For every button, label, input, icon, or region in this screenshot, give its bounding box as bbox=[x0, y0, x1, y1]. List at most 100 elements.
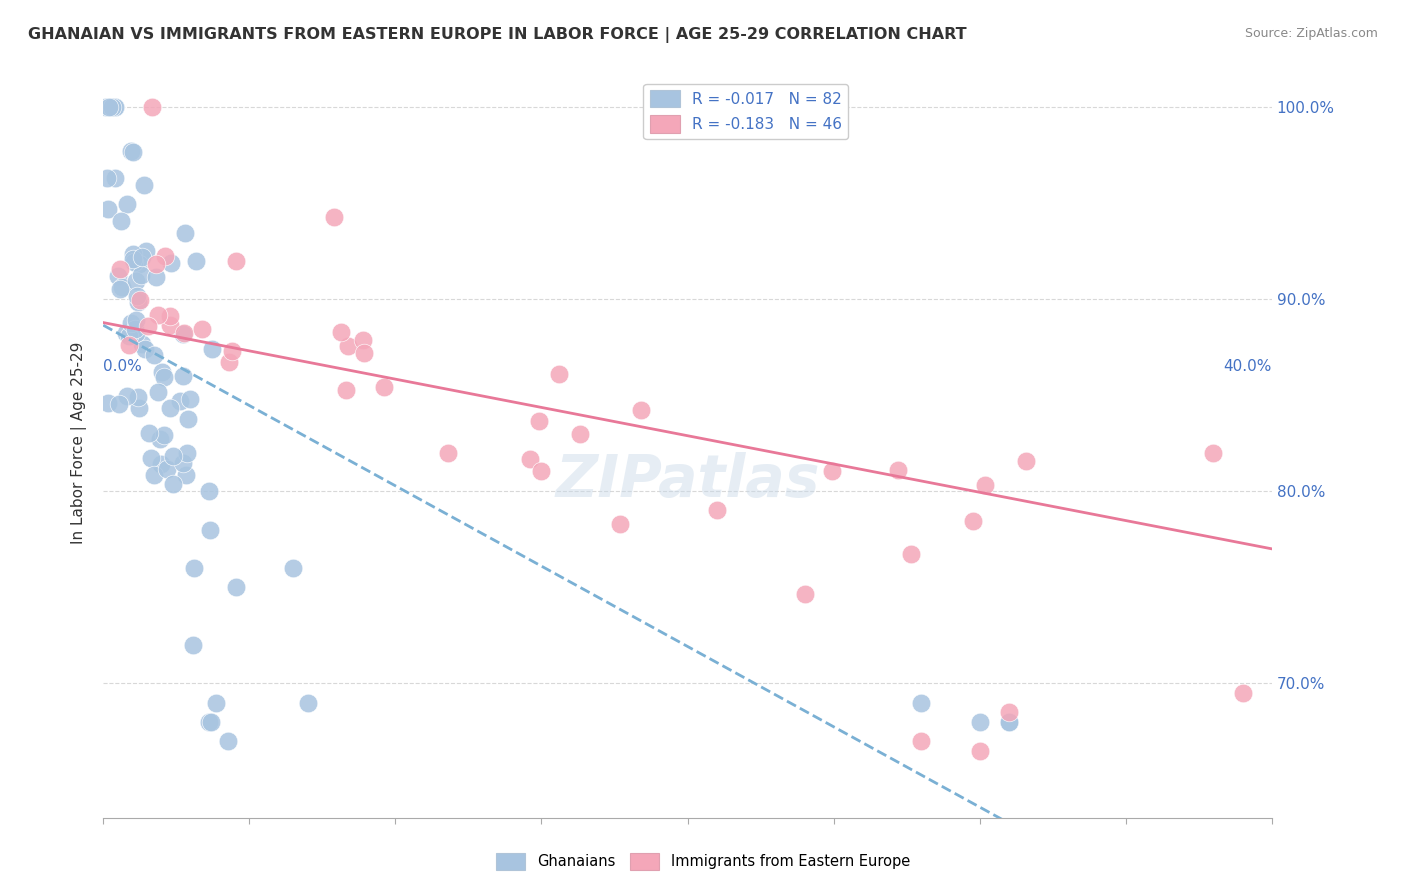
Point bbox=[108, 261, 131, 276]
Point bbox=[146, 385, 169, 400]
Point bbox=[108, 397, 131, 411]
Point bbox=[630, 403, 652, 417]
Point bbox=[104, 100, 127, 114]
Point bbox=[129, 293, 152, 307]
Point bbox=[329, 325, 352, 339]
Point bbox=[131, 268, 153, 282]
Point bbox=[1202, 446, 1225, 460]
Point bbox=[104, 170, 127, 185]
Point bbox=[910, 734, 932, 748]
Point bbox=[706, 502, 728, 516]
Text: 0.0%: 0.0% bbox=[103, 359, 142, 375]
Point bbox=[910, 696, 932, 710]
Point bbox=[183, 561, 205, 575]
Legend: Ghanaians, Immigrants from Eastern Europe: Ghanaians, Immigrants from Eastern Europ… bbox=[491, 847, 915, 876]
Point bbox=[125, 274, 148, 288]
Point bbox=[962, 514, 984, 528]
Point bbox=[149, 433, 172, 447]
Point bbox=[1014, 454, 1036, 468]
Text: ZIPatlas: ZIPatlas bbox=[555, 452, 820, 509]
Point bbox=[519, 452, 541, 467]
Point bbox=[120, 316, 142, 330]
Point bbox=[118, 338, 141, 352]
Point bbox=[120, 144, 142, 158]
Text: GHANAIAN VS IMMIGRANTS FROM EASTERN EUROPE IN LABOR FORCE | AGE 25-29 CORRELATIO: GHANAIAN VS IMMIGRANTS FROM EASTERN EURO… bbox=[28, 27, 967, 43]
Point bbox=[322, 211, 344, 225]
Point bbox=[96, 100, 118, 114]
Point bbox=[179, 392, 201, 407]
Point bbox=[153, 369, 176, 384]
Point bbox=[821, 465, 844, 479]
Point bbox=[122, 252, 145, 266]
Point bbox=[297, 696, 319, 710]
Point bbox=[900, 547, 922, 561]
Point bbox=[101, 100, 124, 114]
Point bbox=[218, 355, 240, 369]
Point bbox=[225, 254, 247, 268]
Point bbox=[225, 580, 247, 594]
Point bbox=[281, 561, 304, 575]
Point bbox=[153, 428, 176, 442]
Point bbox=[974, 478, 997, 492]
Point bbox=[172, 326, 194, 341]
Point bbox=[173, 226, 195, 240]
Point bbox=[118, 328, 141, 343]
Text: 40.0%: 40.0% bbox=[1223, 359, 1272, 375]
Point bbox=[162, 450, 184, 464]
Point bbox=[121, 145, 143, 159]
Text: Source: ZipAtlas.com: Source: ZipAtlas.com bbox=[1244, 27, 1378, 40]
Point bbox=[198, 714, 221, 729]
Point bbox=[336, 339, 359, 353]
Point bbox=[97, 202, 120, 216]
Point bbox=[128, 257, 150, 271]
Point bbox=[134, 343, 156, 357]
Point bbox=[122, 255, 145, 269]
Point bbox=[110, 282, 132, 296]
Point bbox=[128, 401, 150, 415]
Legend: R = -0.017   N = 82, R = -0.183   N = 46: R = -0.017 N = 82, R = -0.183 N = 46 bbox=[644, 84, 848, 139]
Point bbox=[177, 412, 200, 426]
Point bbox=[353, 346, 375, 360]
Point bbox=[111, 279, 134, 293]
Point bbox=[145, 257, 167, 271]
Point bbox=[998, 714, 1021, 729]
Point bbox=[121, 246, 143, 260]
Point bbox=[172, 368, 194, 383]
Y-axis label: In Labor Force | Age 25-29: In Labor Force | Age 25-29 bbox=[72, 342, 87, 544]
Point bbox=[201, 343, 224, 357]
Point bbox=[125, 313, 148, 327]
Point bbox=[131, 336, 153, 351]
Point bbox=[103, 100, 125, 114]
Point bbox=[352, 333, 374, 347]
Point bbox=[136, 319, 159, 334]
Point bbox=[160, 256, 183, 270]
Point bbox=[173, 326, 195, 340]
Point bbox=[125, 289, 148, 303]
Point bbox=[887, 462, 910, 476]
Point bbox=[998, 705, 1021, 719]
Point bbox=[191, 322, 214, 336]
Point bbox=[150, 457, 173, 471]
Point bbox=[169, 393, 191, 408]
Point bbox=[141, 100, 163, 114]
Point bbox=[969, 744, 991, 758]
Point bbox=[969, 714, 991, 729]
Point bbox=[197, 484, 219, 499]
Point bbox=[107, 269, 129, 284]
Point bbox=[97, 100, 120, 114]
Point bbox=[115, 389, 138, 403]
Point bbox=[143, 348, 166, 362]
Point bbox=[156, 461, 179, 475]
Point bbox=[172, 456, 194, 470]
Point bbox=[159, 318, 181, 333]
Point bbox=[97, 396, 120, 410]
Point bbox=[373, 380, 395, 394]
Point bbox=[127, 295, 149, 310]
Point bbox=[138, 425, 160, 440]
Point bbox=[135, 244, 157, 259]
Point bbox=[181, 638, 204, 652]
Point bbox=[200, 714, 222, 729]
Point bbox=[145, 269, 167, 284]
Point bbox=[96, 171, 118, 186]
Point bbox=[110, 214, 132, 228]
